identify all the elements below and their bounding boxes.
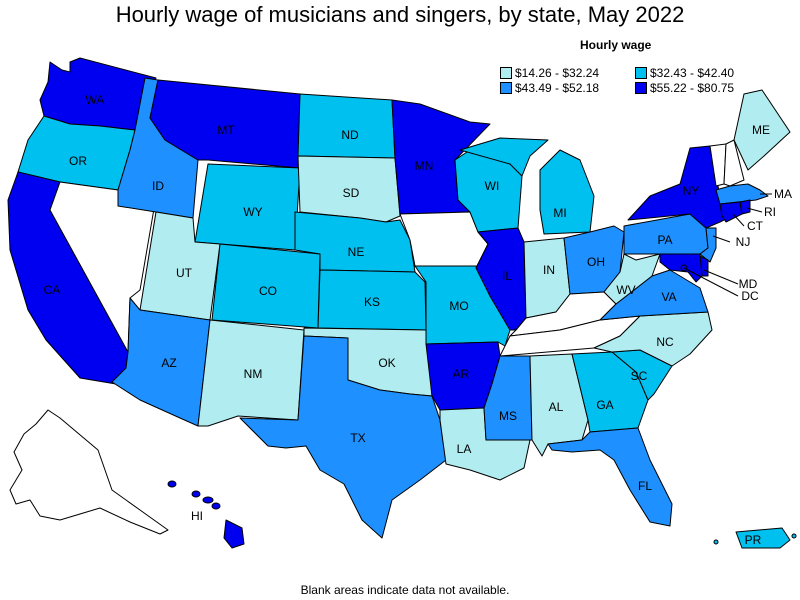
state-nd[interactable] (297, 93, 396, 159)
state-il[interactable] (475, 227, 527, 331)
label-ny: NY (683, 184, 700, 198)
state-ak[interactable] (9, 409, 169, 535)
legend-swatch-3 (500, 82, 512, 94)
label-mn: MN (415, 159, 434, 173)
state-nj[interactable] (699, 227, 717, 263)
legend-swatch-1 (500, 67, 512, 79)
label-ut: UT (176, 266, 193, 280)
state-labels: WA OR CA ID MT WY UT CO AZ NM ND SD NE K… (44, 93, 792, 547)
label-pa: PA (657, 233, 672, 247)
legend-title: Hourly wage (580, 38, 652, 52)
label-wv: WV (616, 283, 635, 297)
label-nc: NC (656, 335, 674, 349)
state-me[interactable] (733, 89, 791, 171)
legend-item-4: $55.22 - $80.75 (635, 81, 734, 95)
legend-label-3: $43.49 - $52.18 (515, 81, 600, 95)
label-ms: MS (499, 409, 517, 423)
legend-item-2: $32.43 - $42.40 (635, 66, 734, 80)
label-co: CO (259, 284, 277, 298)
state-az[interactable] (111, 297, 211, 427)
label-sc: SC (631, 369, 648, 383)
legend-label-4: $55.22 - $80.75 (650, 81, 735, 95)
label-ga: GA (596, 398, 613, 412)
label-nm: NM (244, 367, 263, 381)
label-oh: OH (587, 255, 605, 269)
label-la: LA (457, 442, 472, 456)
label-ca: CA (44, 283, 61, 297)
label-or: OR (69, 154, 87, 168)
state-shapes (7, 57, 797, 549)
label-al: AL (549, 400, 564, 414)
label-va: VA (661, 290, 676, 304)
label-wy: WY (243, 205, 262, 219)
state-hi[interactable] (167, 480, 245, 549)
label-wi: WI (485, 179, 500, 193)
label-ks: KS (364, 295, 380, 309)
label-fl: FL (638, 479, 652, 493)
label-ok: OK (378, 356, 395, 370)
label-md: MD (739, 277, 758, 291)
state-nc[interactable] (593, 311, 713, 367)
label-nd: ND (341, 128, 359, 142)
label-mi: MI (553, 206, 566, 220)
legend-item-1: $14.26 - $32.24 (500, 66, 599, 80)
legend-label-2: $32.43 - $42.40 (650, 66, 735, 80)
legend-item-3: $43.49 - $52.18 (500, 81, 599, 95)
label-il: IL (502, 269, 512, 283)
label-wa: WA (86, 93, 105, 107)
state-tx[interactable] (239, 335, 447, 539)
label-ri: RI (764, 205, 776, 219)
label-tx: TX (350, 431, 365, 445)
label-dc: DC (741, 289, 759, 303)
label-me: ME (752, 123, 770, 137)
map-title: Hourly wage of musicians and singers, by… (115, 2, 685, 27)
state-nh[interactable] (723, 139, 745, 187)
legend-swatch-2 (635, 67, 647, 79)
callout-lines (683, 193, 772, 297)
footnote: Blank areas indicate data not available. (300, 583, 510, 597)
legend-swatch-4 (635, 82, 647, 94)
label-ct: CT (747, 219, 764, 233)
label-sd: SD (343, 186, 360, 200)
label-ar: AR (453, 367, 470, 381)
label-az: AZ (161, 356, 176, 370)
label-ne: NE (348, 245, 365, 259)
legend: Hourly wage $14.26 - $32.24 $32.43 - $42… (498, 38, 798, 98)
state-ri[interactable] (739, 199, 751, 215)
label-ma: MA (774, 187, 792, 201)
label-mt: MT (217, 123, 235, 137)
state-ct[interactable] (719, 201, 743, 223)
state-mi[interactable] (459, 137, 595, 235)
label-id: ID (152, 179, 164, 193)
state-pr[interactable] (713, 527, 797, 549)
legend-label-1: $14.26 - $32.24 (515, 66, 600, 80)
label-mo: MO (449, 299, 468, 313)
label-nj: NJ (736, 235, 751, 249)
label-hi: HI (191, 509, 203, 523)
state-fl[interactable] (547, 427, 673, 527)
state-ne[interactable] (294, 211, 416, 273)
label-in: IN (543, 263, 555, 277)
label-pr: PR (745, 533, 762, 547)
